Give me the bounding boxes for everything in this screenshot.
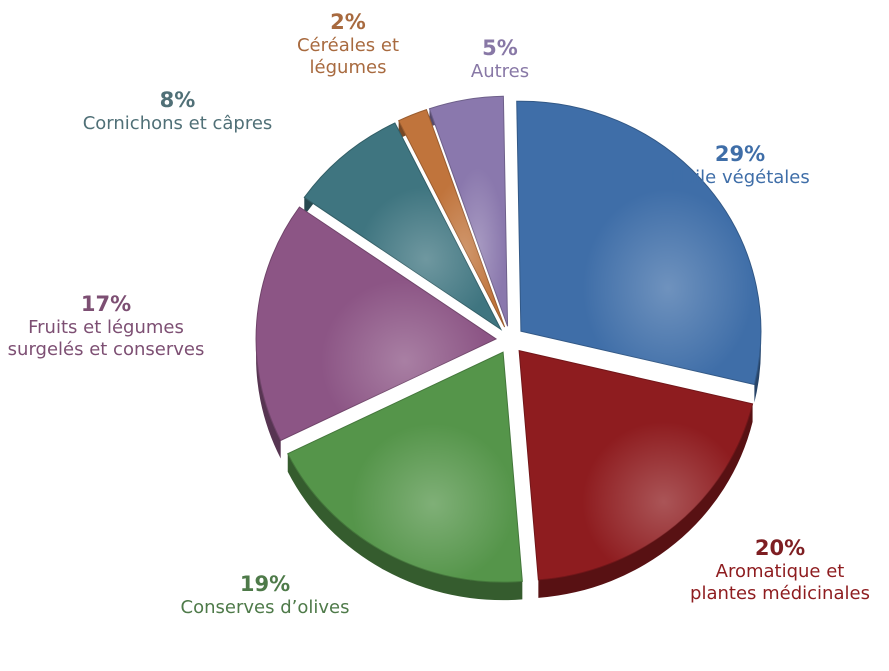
- name-huile: Huile végétales: [670, 167, 810, 189]
- label-huile: 29% Huile végétales: [650, 142, 830, 189]
- percent-cereales: 2%: [330, 10, 366, 34]
- slice-highlight-0: [516, 101, 761, 385]
- label-aromatique: 20% Aromatique et plantes médicinales: [675, 536, 885, 604]
- label-fruits: 17% Fruits et légumes surgelés et conser…: [0, 292, 212, 360]
- slice-highlight-6: [429, 96, 508, 327]
- name-cornichons: Cornichons et câpres: [82, 113, 273, 135]
- slice-side-2: [287, 453, 523, 601]
- label-autres: 5% Autres: [440, 36, 560, 83]
- percent-autres: 5%: [482, 36, 518, 60]
- name-olives: Conserves d’olives: [180, 597, 350, 619]
- label-cereales: 2% Céréales et légumes: [278, 10, 418, 78]
- label-olives: 19% Conserves d’olives: [160, 572, 370, 619]
- slice-highlight-5: [398, 109, 505, 328]
- percent-aromatique: 20%: [754, 536, 806, 560]
- name-fruits: Fruits et légumes surgelés et conserves: [7, 317, 205, 360]
- slice-highlight-3: [256, 207, 497, 441]
- name-cereales: Céréales et légumes: [296, 35, 400, 78]
- percent-cornichons: 8%: [159, 88, 196, 112]
- slice-side-1: [538, 403, 753, 598]
- pie-slices: [255, 95, 762, 583]
- percent-huile: 29%: [714, 142, 766, 166]
- percent-olives: 19%: [239, 572, 291, 596]
- name-autres: Autres: [470, 61, 530, 83]
- name-aromatique: Aromatique et plantes médicinales: [690, 561, 870, 604]
- label-cornichons: 8% Cornichons et câpres: [70, 88, 285, 135]
- slice-highlight-4: [304, 123, 501, 330]
- slice-highlight-1: [519, 350, 753, 580]
- slice-highlight-2: [287, 352, 523, 583]
- percent-fruits: 17%: [80, 292, 132, 316]
